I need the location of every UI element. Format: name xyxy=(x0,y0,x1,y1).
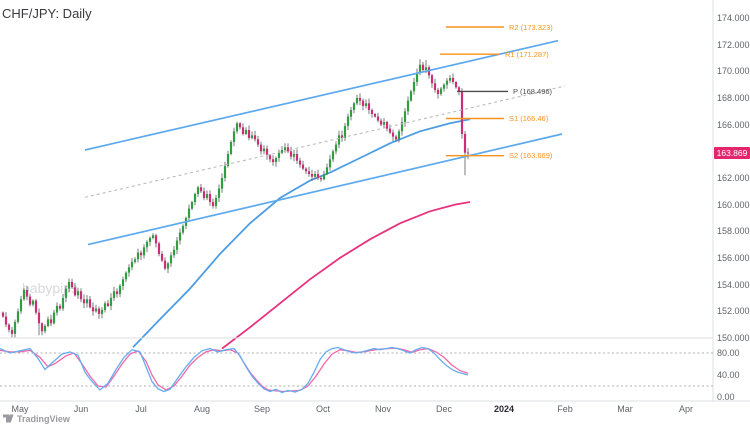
price-axis[interactable] xyxy=(713,0,750,401)
stochastic-k-line[interactable] xyxy=(0,346,469,394)
ma-pink-line[interactable] xyxy=(221,201,471,350)
candles-group xyxy=(1,59,470,338)
time-axis[interactable] xyxy=(0,401,750,430)
tradingview-logo-text: TradingView xyxy=(17,413,70,424)
trendline-median[interactable] xyxy=(84,85,566,198)
last-price-label: 163.869 xyxy=(714,147,750,159)
tradingview-logo[interactable]: TradingView xyxy=(3,413,70,424)
stochastic-d-line[interactable] xyxy=(0,347,469,393)
trendline-upper[interactable] xyxy=(84,39,559,151)
chart-title: CHF/JPY: Daily xyxy=(2,6,92,21)
babypips-watermark: babypips xyxy=(22,280,79,296)
ma-blue-line[interactable] xyxy=(132,118,471,348)
tradingview-logo-icon xyxy=(3,414,14,423)
trendline-lower[interactable] xyxy=(87,133,563,246)
